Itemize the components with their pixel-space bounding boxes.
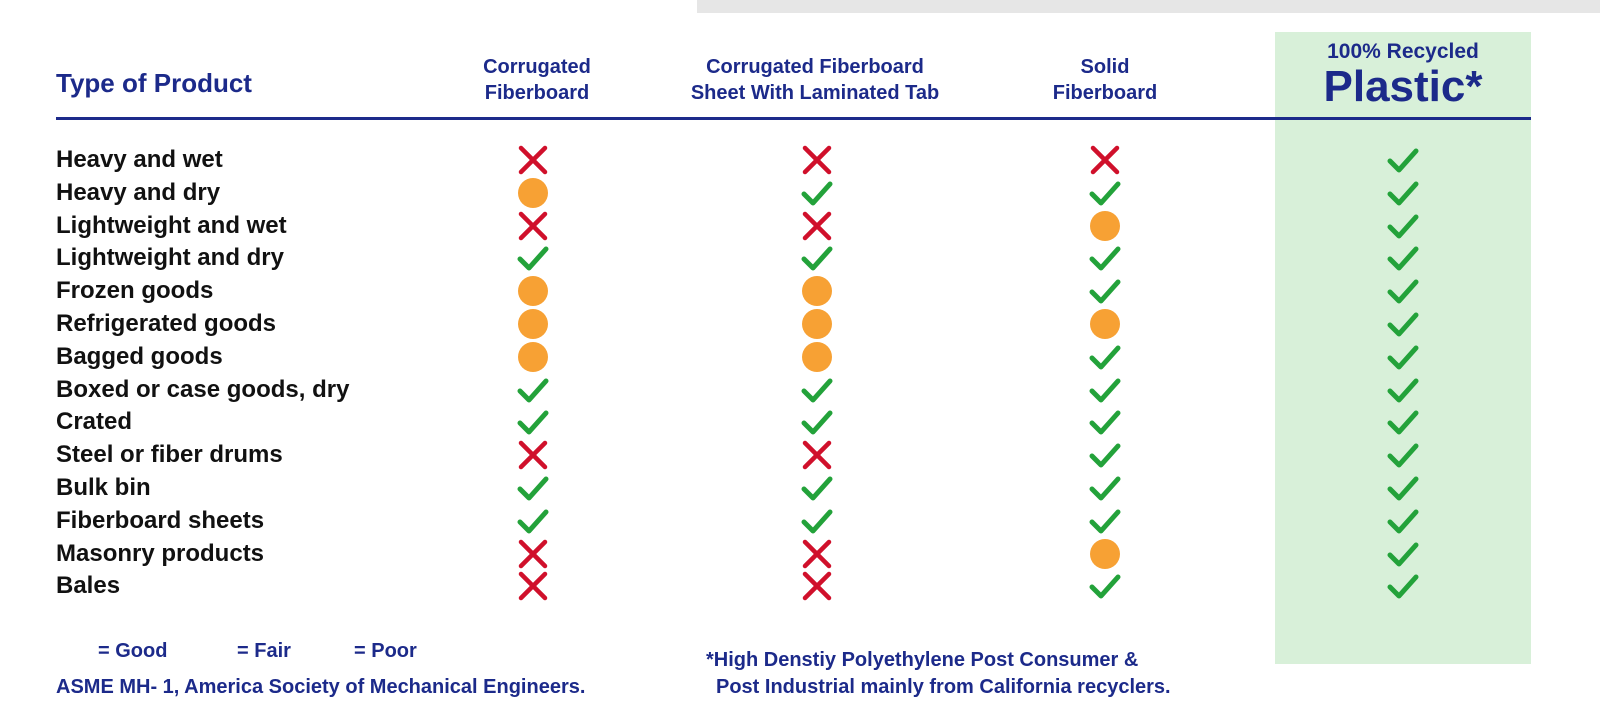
laminated-tab-header: Corrugated Fiberboard Sheet With Laminat… xyxy=(660,54,970,106)
check-icon xyxy=(800,471,834,505)
check-icon xyxy=(1386,340,1420,374)
row-label: Boxed or case goods, dry xyxy=(56,375,350,403)
check-icon xyxy=(800,373,834,407)
check-icon xyxy=(516,504,550,538)
circle-icon xyxy=(1088,307,1122,341)
header-line: Plastic* xyxy=(1323,62,1483,111)
check-icon xyxy=(1088,340,1122,374)
row-label: Steel or fiber drums xyxy=(56,441,283,469)
check-icon xyxy=(1088,569,1122,603)
footnote-line-1: *High Denstiy Polyethylene Post Consumer… xyxy=(706,649,1139,671)
recycled-plastic-header: 100% Recycled Plastic* xyxy=(1275,40,1531,110)
row-label: Lightweight and dry xyxy=(56,244,284,272)
check-icon xyxy=(800,241,834,275)
corrugated-fiberboard-header: Corrugated Fiberboard xyxy=(447,54,627,106)
check-icon xyxy=(800,504,834,538)
top-scroll-bar xyxy=(697,0,1600,13)
check-icon xyxy=(1386,307,1420,341)
header-line: Corrugated xyxy=(483,56,591,78)
check-icon xyxy=(1088,241,1122,275)
header-line: Sheet With Laminated Tab xyxy=(690,82,940,104)
row-label: Masonry products xyxy=(56,539,265,567)
check-icon xyxy=(1386,209,1420,243)
circle-icon xyxy=(1088,209,1122,243)
type-of-product-header: Type of Product xyxy=(56,68,252,98)
x-icon xyxy=(800,143,834,177)
legend-fair-label: = Fair xyxy=(237,640,291,662)
check-icon xyxy=(1386,537,1420,571)
header-line: Fiberboard xyxy=(484,82,590,104)
row-label: Bales xyxy=(56,572,121,600)
circle-icon xyxy=(516,274,550,308)
check-icon xyxy=(516,241,550,275)
row-label: Fiberboard sheets xyxy=(56,506,265,534)
row-label: Crated xyxy=(56,408,133,436)
x-icon xyxy=(516,438,550,472)
check-icon xyxy=(1386,143,1420,177)
check-icon xyxy=(1088,504,1122,538)
circle-icon xyxy=(1088,537,1122,571)
check-icon xyxy=(1088,274,1122,308)
x-icon xyxy=(800,537,834,571)
check-icon xyxy=(516,471,550,505)
check-icon xyxy=(516,373,550,407)
row-label: Bagged goods xyxy=(56,342,223,370)
row-label: Frozen goods xyxy=(56,277,214,305)
check-icon xyxy=(1386,569,1420,603)
x-icon xyxy=(800,209,834,243)
x-icon xyxy=(800,569,834,603)
check-icon xyxy=(800,405,834,439)
check-icon xyxy=(1386,241,1420,275)
x-icon xyxy=(516,209,550,243)
check-icon xyxy=(1386,373,1420,407)
x-icon xyxy=(516,569,550,603)
check-icon xyxy=(516,405,550,439)
row-label: Bulk bin xyxy=(56,474,151,501)
solid-fiberboard-header: Solid Fiberboard xyxy=(1015,54,1195,106)
source-citation: ASME MH- 1, America Society of Mechanica… xyxy=(56,676,586,698)
check-icon xyxy=(1088,438,1122,472)
x-icon xyxy=(516,537,550,571)
legend-good-label: = Good xyxy=(98,640,168,662)
check-icon xyxy=(800,176,834,210)
x-icon xyxy=(800,438,834,472)
check-icon xyxy=(1088,373,1122,407)
check-icon xyxy=(1386,405,1420,439)
header-line: Fiberboard xyxy=(1052,82,1158,104)
check-icon xyxy=(1386,504,1420,538)
row-label: Refrigerated goods xyxy=(56,310,277,337)
header-line: Solid xyxy=(1080,56,1130,78)
check-icon xyxy=(1386,471,1420,505)
check-icon xyxy=(1386,176,1420,210)
check-icon xyxy=(1386,438,1420,472)
circle-icon xyxy=(800,307,834,341)
row-label: Heavy and dry xyxy=(56,178,221,206)
footnote-line-2: Post Industrial mainly from California r… xyxy=(716,676,1171,698)
check-icon xyxy=(1088,471,1122,505)
circle-icon xyxy=(800,274,834,308)
check-icon xyxy=(1088,405,1122,439)
circle-icon xyxy=(516,307,550,341)
row-label: Lightweight and wet xyxy=(56,211,287,239)
header-line: 100% Recycled xyxy=(1327,40,1479,63)
header-line: Corrugated Fiberboard xyxy=(706,56,924,78)
header-divider xyxy=(56,117,1531,120)
x-icon xyxy=(1088,143,1122,177)
check-icon xyxy=(1386,274,1420,308)
circle-icon xyxy=(516,176,550,210)
x-icon xyxy=(516,143,550,177)
legend-poor-label: = Poor xyxy=(354,640,417,662)
circle-icon xyxy=(516,340,550,374)
check-icon xyxy=(1088,176,1122,210)
row-label: Heavy and wet xyxy=(56,146,223,173)
circle-icon xyxy=(800,340,834,374)
